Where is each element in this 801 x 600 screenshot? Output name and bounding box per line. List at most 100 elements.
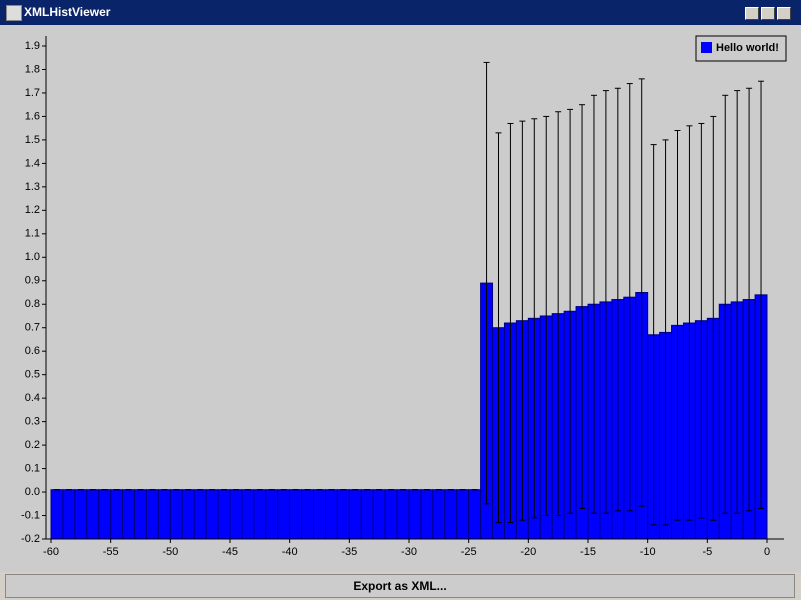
legend-label: Hello world! bbox=[716, 42, 779, 54]
error-bar bbox=[483, 61, 490, 505]
y-tick-label: 0.4 bbox=[25, 392, 40, 404]
maximize-button[interactable] bbox=[761, 7, 775, 20]
bar bbox=[456, 489, 470, 540]
error-bar bbox=[614, 87, 621, 512]
x-tick-label: -35 bbox=[341, 546, 357, 558]
x-tick-label: -15 bbox=[580, 546, 596, 558]
bar bbox=[396, 489, 410, 540]
x-tick-label: -30 bbox=[401, 546, 417, 558]
bar bbox=[360, 489, 374, 540]
error-bar bbox=[650, 144, 657, 526]
bar bbox=[181, 489, 195, 540]
y-tick-label: 0.0 bbox=[25, 486, 40, 498]
y-tick-label: 1.1 bbox=[25, 228, 40, 240]
bar bbox=[86, 489, 100, 540]
bar bbox=[50, 489, 64, 540]
close-button[interactable] bbox=[777, 7, 791, 20]
app-icon bbox=[6, 5, 22, 21]
y-tick-label: 0.3 bbox=[25, 416, 40, 428]
minimize-button[interactable] bbox=[745, 7, 759, 20]
x-tick-label: -50 bbox=[162, 546, 178, 558]
error-bar bbox=[495, 132, 502, 524]
bar bbox=[289, 489, 303, 540]
error-bar bbox=[555, 111, 562, 517]
error-bar bbox=[734, 90, 741, 514]
error-bar bbox=[543, 115, 550, 517]
y-tick-label: 0.2 bbox=[25, 439, 40, 451]
bar bbox=[432, 489, 446, 540]
bar bbox=[62, 489, 76, 540]
error-bar bbox=[710, 115, 717, 521]
bar bbox=[348, 489, 362, 540]
error-bar bbox=[531, 118, 538, 519]
bar bbox=[336, 489, 350, 540]
bar bbox=[217, 489, 231, 540]
y-tick-label: 0.1 bbox=[25, 462, 40, 474]
bar bbox=[277, 489, 291, 540]
error-bar bbox=[590, 94, 597, 514]
bar bbox=[408, 489, 422, 540]
bar bbox=[157, 489, 171, 540]
y-tick-label: 1.8 bbox=[25, 63, 40, 75]
chart: -0.2 -0.1 0.0 0.1 0.2 0.3 0.4 0.5 0.6 0.7 0.8 0.9 1.… bbox=[0, 25, 801, 572]
bar bbox=[420, 489, 434, 540]
bar bbox=[229, 489, 243, 540]
x-tick-label: -45 bbox=[222, 546, 238, 558]
error-bar bbox=[519, 120, 526, 521]
x-tick-label: -5 bbox=[702, 546, 712, 558]
bar bbox=[145, 489, 159, 540]
y-tick-label: 1.0 bbox=[25, 251, 40, 263]
bar bbox=[241, 489, 255, 540]
x-tick-label: -10 bbox=[640, 546, 656, 558]
y-tick-label: 0.6 bbox=[25, 345, 40, 357]
error-bar bbox=[686, 125, 693, 521]
bar bbox=[122, 489, 136, 540]
error-bar bbox=[722, 94, 729, 514]
error-bar bbox=[507, 122, 514, 524]
x-tick-label: -25 bbox=[461, 546, 477, 558]
bar bbox=[134, 489, 147, 540]
bar bbox=[468, 489, 482, 540]
x-tick-label: -60 bbox=[43, 546, 59, 558]
x-tick-label: -55 bbox=[103, 546, 119, 558]
error-bar bbox=[626, 83, 633, 512]
y-tick-label: -0.2 bbox=[21, 533, 40, 545]
y-tick-label: 1.3 bbox=[25, 181, 40, 193]
error-bar bbox=[638, 78, 645, 507]
legend: Hello world! bbox=[695, 35, 787, 62]
error-bar bbox=[567, 108, 574, 514]
bar bbox=[169, 489, 183, 540]
y-tick-label: 1.2 bbox=[25, 204, 40, 216]
y-tick-label: 0.9 bbox=[25, 275, 40, 287]
error-bar bbox=[758, 80, 765, 509]
bar bbox=[253, 489, 267, 540]
bar bbox=[265, 489, 279, 540]
y-tick-label: 0.8 bbox=[25, 298, 40, 310]
x-tick-label: 0 bbox=[764, 546, 770, 558]
y-tick-label: 1.6 bbox=[25, 110, 40, 122]
bar bbox=[301, 489, 315, 540]
bar bbox=[313, 489, 326, 540]
y-tick-label: 1.4 bbox=[25, 157, 40, 169]
bar bbox=[372, 489, 386, 540]
error-bar bbox=[674, 130, 681, 521]
bar bbox=[74, 489, 88, 540]
legend-swatch bbox=[701, 42, 712, 53]
export-button[interactable]: Export as XML... bbox=[5, 574, 795, 598]
y-tick-label: 1.5 bbox=[25, 134, 40, 146]
bar bbox=[193, 489, 207, 540]
bar bbox=[324, 489, 338, 540]
title-bar: XMLHistViewer bbox=[0, 0, 801, 25]
bar bbox=[98, 489, 112, 540]
y-tick-label: 1.9 bbox=[25, 40, 40, 52]
bar bbox=[444, 489, 458, 540]
error-bar bbox=[579, 104, 586, 509]
error-bar bbox=[662, 139, 669, 526]
x-tick-label: -20 bbox=[520, 546, 536, 558]
y-tick-label: -0.1 bbox=[21, 509, 40, 521]
error-bar bbox=[746, 87, 753, 512]
bar bbox=[384, 489, 398, 540]
y-tick-label: 0.7 bbox=[25, 322, 40, 334]
x-tick-label: -40 bbox=[282, 546, 298, 558]
